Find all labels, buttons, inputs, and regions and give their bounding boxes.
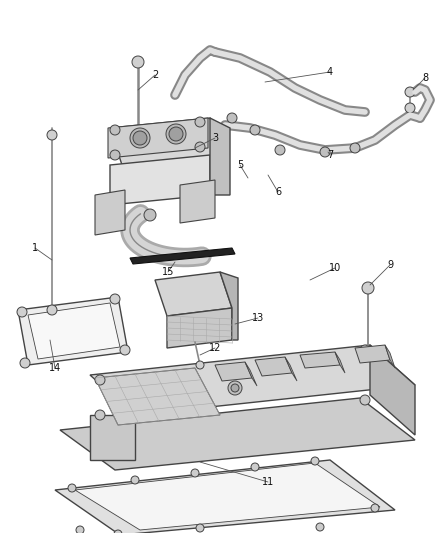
Circle shape — [133, 131, 147, 145]
Circle shape — [250, 125, 260, 135]
Circle shape — [350, 143, 360, 153]
Circle shape — [47, 130, 57, 140]
Polygon shape — [300, 352, 340, 368]
Circle shape — [20, 358, 30, 368]
Polygon shape — [110, 155, 210, 205]
Polygon shape — [75, 463, 380, 530]
Circle shape — [130, 128, 150, 148]
Polygon shape — [210, 118, 230, 195]
Circle shape — [132, 56, 144, 68]
Circle shape — [405, 103, 415, 113]
Circle shape — [227, 113, 237, 123]
Circle shape — [360, 395, 370, 405]
Circle shape — [371, 504, 379, 512]
Polygon shape — [245, 362, 257, 386]
Polygon shape — [90, 345, 415, 415]
Text: 3: 3 — [212, 133, 218, 143]
Circle shape — [17, 307, 27, 317]
Circle shape — [110, 150, 120, 160]
Polygon shape — [95, 190, 125, 235]
Circle shape — [120, 345, 130, 355]
Circle shape — [166, 124, 186, 144]
Polygon shape — [90, 415, 135, 460]
Circle shape — [131, 476, 139, 484]
Polygon shape — [355, 345, 390, 363]
Circle shape — [311, 457, 319, 465]
Circle shape — [405, 87, 415, 97]
Circle shape — [110, 125, 120, 135]
Polygon shape — [155, 272, 232, 316]
Text: 14: 14 — [49, 363, 61, 373]
Circle shape — [195, 117, 205, 127]
Polygon shape — [55, 460, 395, 533]
Circle shape — [195, 142, 205, 152]
Polygon shape — [110, 118, 222, 165]
Polygon shape — [167, 308, 232, 348]
Text: 9: 9 — [387, 260, 393, 270]
Circle shape — [196, 361, 204, 369]
Polygon shape — [255, 357, 292, 376]
Polygon shape — [60, 398, 415, 470]
Circle shape — [76, 526, 84, 533]
Polygon shape — [215, 362, 252, 381]
Circle shape — [144, 209, 156, 221]
Polygon shape — [18, 297, 128, 365]
Polygon shape — [285, 357, 297, 381]
Circle shape — [110, 294, 120, 304]
Circle shape — [68, 484, 76, 492]
Circle shape — [316, 523, 324, 531]
Circle shape — [360, 345, 370, 355]
Circle shape — [95, 410, 105, 420]
Text: 15: 15 — [162, 267, 174, 277]
Text: 6: 6 — [275, 187, 281, 197]
Polygon shape — [130, 248, 235, 264]
Circle shape — [169, 127, 183, 141]
Circle shape — [114, 530, 122, 533]
Text: 1: 1 — [32, 243, 38, 253]
Text: 8: 8 — [422, 73, 428, 83]
Text: 11: 11 — [262, 477, 274, 487]
Polygon shape — [335, 352, 345, 373]
Polygon shape — [220, 272, 238, 340]
Circle shape — [275, 145, 285, 155]
Text: 4: 4 — [327, 67, 333, 77]
Polygon shape — [180, 180, 215, 223]
Polygon shape — [95, 368, 220, 425]
Polygon shape — [370, 345, 415, 435]
Text: 7: 7 — [327, 150, 333, 160]
Text: 2: 2 — [152, 70, 158, 80]
Text: 12: 12 — [209, 343, 221, 353]
Text: 5: 5 — [237, 160, 243, 170]
Circle shape — [362, 282, 374, 294]
Circle shape — [231, 384, 239, 392]
Polygon shape — [385, 345, 395, 368]
Text: 13: 13 — [252, 313, 264, 323]
Circle shape — [196, 524, 204, 532]
Circle shape — [47, 305, 57, 315]
Circle shape — [251, 463, 259, 471]
Text: 10: 10 — [329, 263, 341, 273]
Polygon shape — [108, 118, 208, 158]
Circle shape — [95, 375, 105, 385]
Circle shape — [228, 381, 242, 395]
Circle shape — [320, 147, 330, 157]
Polygon shape — [28, 303, 120, 359]
Circle shape — [191, 469, 199, 477]
